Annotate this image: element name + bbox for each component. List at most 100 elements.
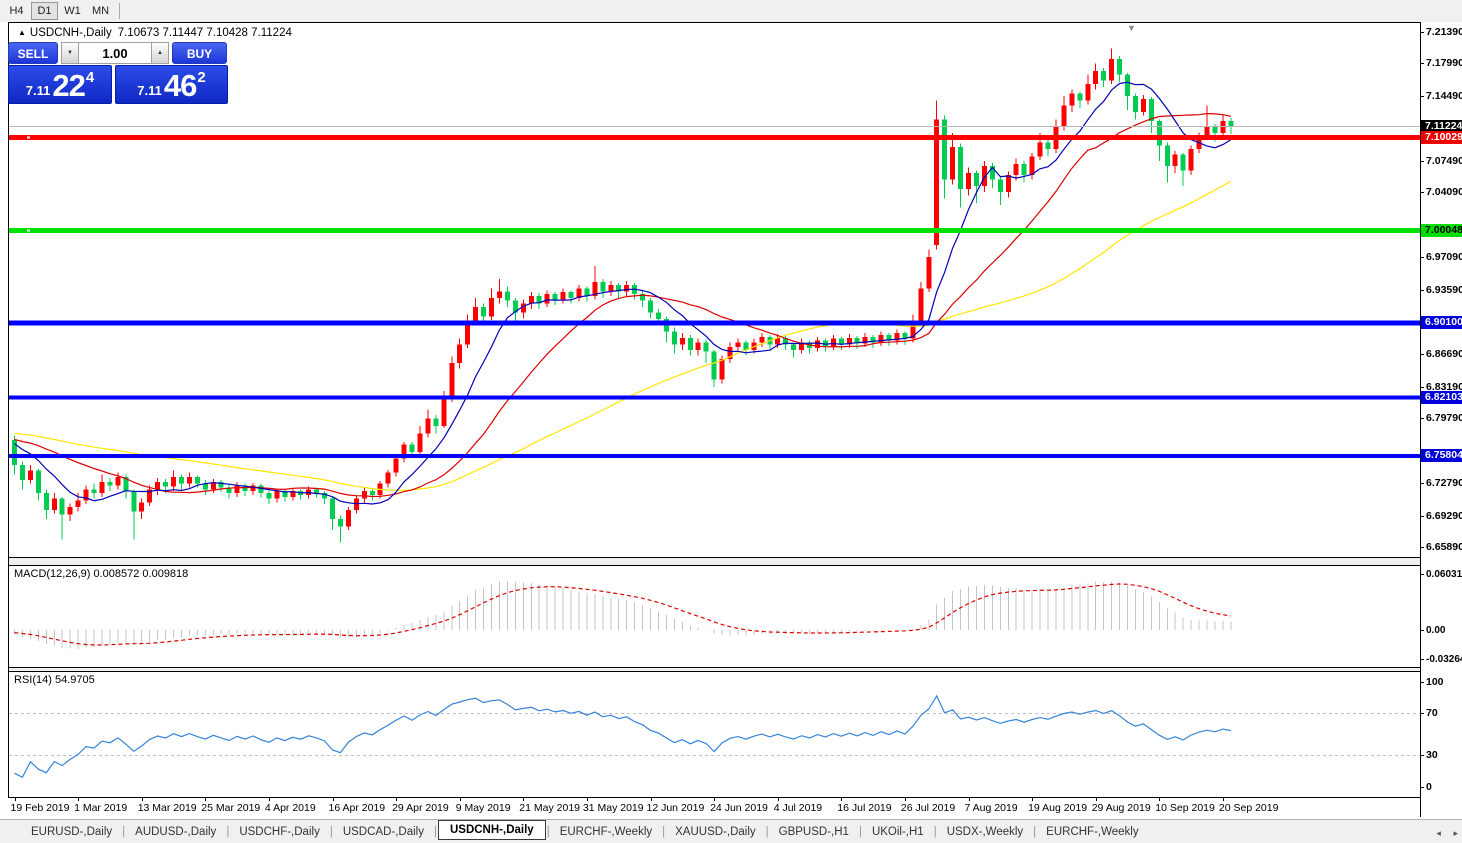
date-axis-label: 16 Apr 2019 xyxy=(328,802,386,814)
hline-anchor[interactable] xyxy=(27,136,30,139)
candle-body xyxy=(210,481,216,490)
date-axis-label: 7 Aug 2019 xyxy=(964,802,1018,814)
candle-body xyxy=(520,303,526,313)
candle xyxy=(1101,68,1107,87)
hline-7.00048[interactable] xyxy=(9,227,1420,233)
candle-body xyxy=(1005,175,1011,192)
candle-body xyxy=(1013,163,1019,176)
candle xyxy=(19,461,25,490)
date-axis-tick xyxy=(14,797,16,801)
price-badge-blue: 6.75804 xyxy=(1421,449,1462,463)
price-scale-tick xyxy=(1420,257,1424,259)
candle-body xyxy=(1093,70,1099,84)
price-scale-tick xyxy=(1420,31,1424,33)
hline-6.82103[interactable] xyxy=(9,395,1420,400)
candle xyxy=(353,495,359,514)
macd-scale-tick xyxy=(1420,629,1424,631)
candle xyxy=(807,340,812,354)
chart-tab-eurusd-daily[interactable]: EURUSD-,Daily xyxy=(31,825,113,838)
chart-tab-usdcad-daily[interactable]: USDCAD-,Daily xyxy=(342,825,424,838)
candle xyxy=(322,491,328,505)
panel-divider[interactable] xyxy=(8,668,1420,671)
candle xyxy=(640,290,646,308)
candle-body xyxy=(1085,83,1091,101)
buy-price-display[interactable]: 7.11 46 2 xyxy=(115,65,228,104)
date-axis[interactable]: 19 Feb 2019 1 Mar 2019 13 Mar 2019 25 Mar 2… xyxy=(8,797,1420,817)
chart-shift-marker-icon[interactable]: ▼ xyxy=(1127,23,1136,33)
chart-tab-xauusd-daily[interactable]: XAUUSD-,Daily xyxy=(675,825,756,838)
chart-tab-usdchf-daily[interactable]: USDCHF-,Daily xyxy=(239,825,320,838)
sell-button[interactable]: SELL xyxy=(8,42,58,64)
timeframe-button-w1[interactable]: W1 xyxy=(64,5,81,17)
date-axis-tick xyxy=(968,797,970,801)
price-scale-label: 7.04090 xyxy=(1426,186,1462,199)
candle-body xyxy=(592,282,598,296)
candle xyxy=(926,249,932,293)
macd-canvas[interactable] xyxy=(9,566,1420,667)
toolbar-separator xyxy=(119,3,120,19)
volume-increase-button[interactable]: ▲ xyxy=(151,42,169,64)
buy-button[interactable]: BUY xyxy=(172,42,227,64)
date-axis-label: 21 May 2019 xyxy=(519,802,581,814)
chart-tab-usdx-weekly[interactable]: USDX-,Weekly xyxy=(946,825,1024,838)
candle-body xyxy=(719,359,725,380)
candle xyxy=(703,339,709,363)
candle-body xyxy=(576,288,582,298)
timeframe-button-mn[interactable]: MN xyxy=(91,5,110,17)
candle xyxy=(218,480,224,493)
hline-7.10029[interactable] xyxy=(9,135,1420,141)
candle-body xyxy=(886,334,892,341)
hline-anchor[interactable] xyxy=(27,229,30,232)
candle-body xyxy=(345,509,351,527)
chart-tab-usdcnh-daily[interactable]: USDCNH-,Daily xyxy=(437,820,546,840)
candle-body xyxy=(616,284,622,292)
candle-body xyxy=(155,481,161,490)
chart-tab-eurchf-weekly[interactable]: EURCHF-,Weekly xyxy=(559,825,653,838)
candle xyxy=(1077,91,1083,109)
candle xyxy=(544,290,550,308)
rsi-scale-label: 100 xyxy=(1426,675,1444,688)
volume-decrease-button[interactable]: ▼ xyxy=(61,42,79,64)
candle xyxy=(1204,105,1210,140)
candle xyxy=(1029,152,1035,180)
volume-input[interactable] xyxy=(79,42,151,64)
hline-7.11224[interactable] xyxy=(9,126,1420,128)
candle xyxy=(131,489,137,540)
price-scale-tick xyxy=(1420,192,1424,194)
price-scale-label: 6.72790 xyxy=(1426,477,1462,490)
chart-tab-gbpusd-h1[interactable]: GBPUSD-,H1 xyxy=(778,825,849,838)
rsi-canvas[interactable] xyxy=(9,672,1420,797)
panel-divider[interactable] xyxy=(8,558,1420,565)
candle-body xyxy=(822,340,828,347)
price-scale-tick xyxy=(1420,386,1424,388)
candle-body xyxy=(894,333,900,341)
candle-body xyxy=(465,321,471,345)
candle xyxy=(250,482,256,495)
timeframe-button-h4[interactable]: H4 xyxy=(9,5,24,17)
price-scale-label: 7.21390 xyxy=(1426,25,1462,38)
candle-body xyxy=(703,342,709,352)
chart-tab-ukoil-h1[interactable]: UKOil-,H1 xyxy=(871,825,924,838)
price-scale[interactable]: 7.21390 7.17990 7.14490 7.11224 7.10029 7.074… xyxy=(1420,22,1462,817)
price-chart-canvas[interactable] xyxy=(9,23,1420,557)
timeframe-button-d1[interactable]: D1 xyxy=(31,2,58,20)
chart-tab-eurchf-weekly[interactable]: EURCHF-,Weekly xyxy=(1046,825,1139,838)
price-badge-blue: 6.82103 xyxy=(1421,390,1462,404)
sell-price-display[interactable]: 7.11 22 4 xyxy=(8,65,112,104)
candle xyxy=(934,100,940,250)
candle xyxy=(711,349,717,388)
hline-6.901[interactable] xyxy=(9,320,1420,326)
chart-tab-audusd-daily[interactable]: AUDUSD-,Daily xyxy=(135,825,217,838)
candle xyxy=(767,334,773,350)
tab-scroll-right-icon[interactable]: ▸ xyxy=(1453,828,1458,838)
candle-body xyxy=(838,338,844,345)
price-scale-label: 6.83190 xyxy=(1426,380,1462,393)
date-axis-label: 29 Apr 2019 xyxy=(392,802,449,814)
candle-body xyxy=(59,498,65,515)
candle xyxy=(608,281,614,296)
candle-body xyxy=(640,294,646,301)
hline-6.75804[interactable] xyxy=(9,453,1420,458)
candle-body xyxy=(409,444,415,453)
collapse-arrow-icon[interactable]: ▲ xyxy=(18,28,26,37)
tab-scroll-left-icon[interactable]: ◂ xyxy=(1436,828,1441,838)
